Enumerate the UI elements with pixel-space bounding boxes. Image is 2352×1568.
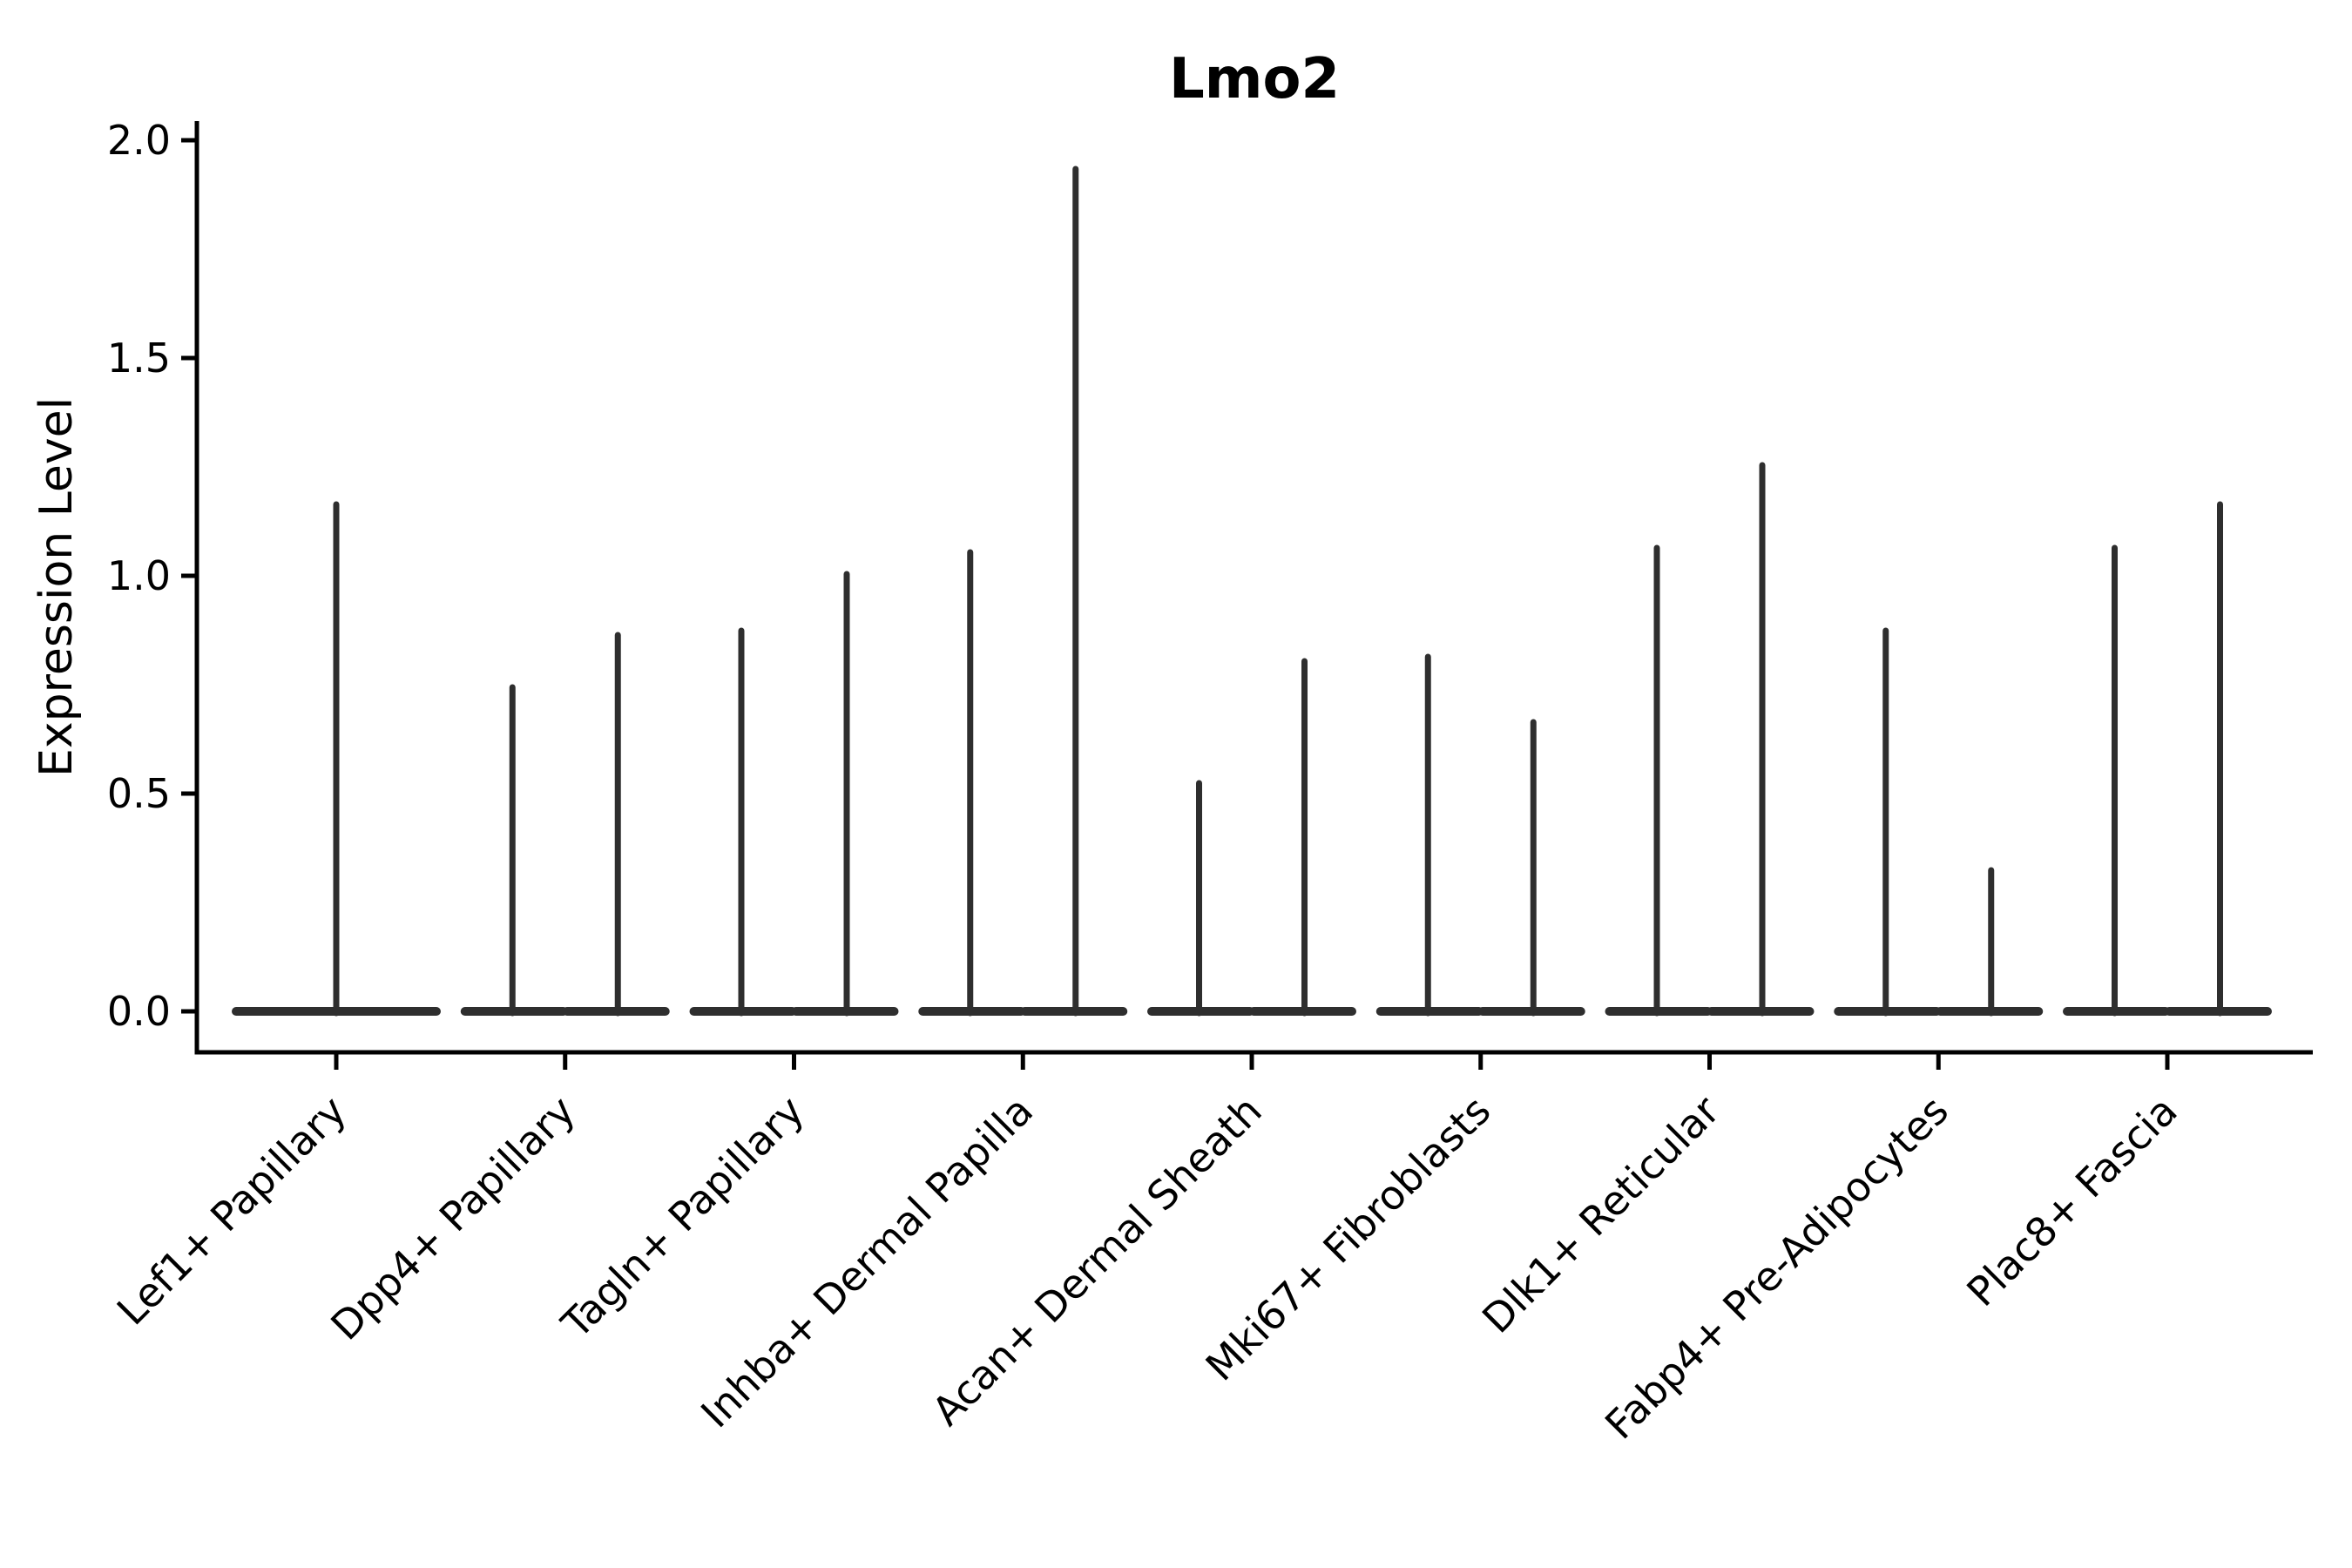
y-tick-label: 1.0: [107, 552, 171, 599]
violin: [918, 166, 1128, 1017]
y-tick-label: 2.0: [107, 117, 171, 164]
y-axis-label: Expression Level: [30, 397, 83, 777]
y-tick-label: 1.5: [107, 335, 171, 382]
violin: [1375, 653, 1585, 1017]
violin: [689, 571, 899, 1017]
violin: [1147, 658, 1356, 1017]
x-tick-label: Plac8+ Fascia: [1957, 1087, 2186, 1315]
chart-title: Lmo2: [1169, 47, 1340, 112]
x-tick-label: Dpp4+ Papillary: [321, 1087, 584, 1349]
violin-layer: [232, 166, 2272, 1017]
y-tick-label: 0.0: [107, 988, 171, 1035]
y-tick-label: 0.5: [107, 770, 171, 817]
violin: [232, 501, 441, 1017]
x-tick-label: Dlk1+ Reticular: [1473, 1087, 1728, 1342]
violin: [460, 632, 670, 1017]
violin: [1834, 627, 2044, 1017]
violin: [2063, 501, 2272, 1017]
x-tick-label: Tagln+ Papillary: [552, 1087, 814, 1348]
violin: [1605, 462, 1815, 1017]
x-tick-label: Lef1+ Papillary: [108, 1087, 355, 1335]
